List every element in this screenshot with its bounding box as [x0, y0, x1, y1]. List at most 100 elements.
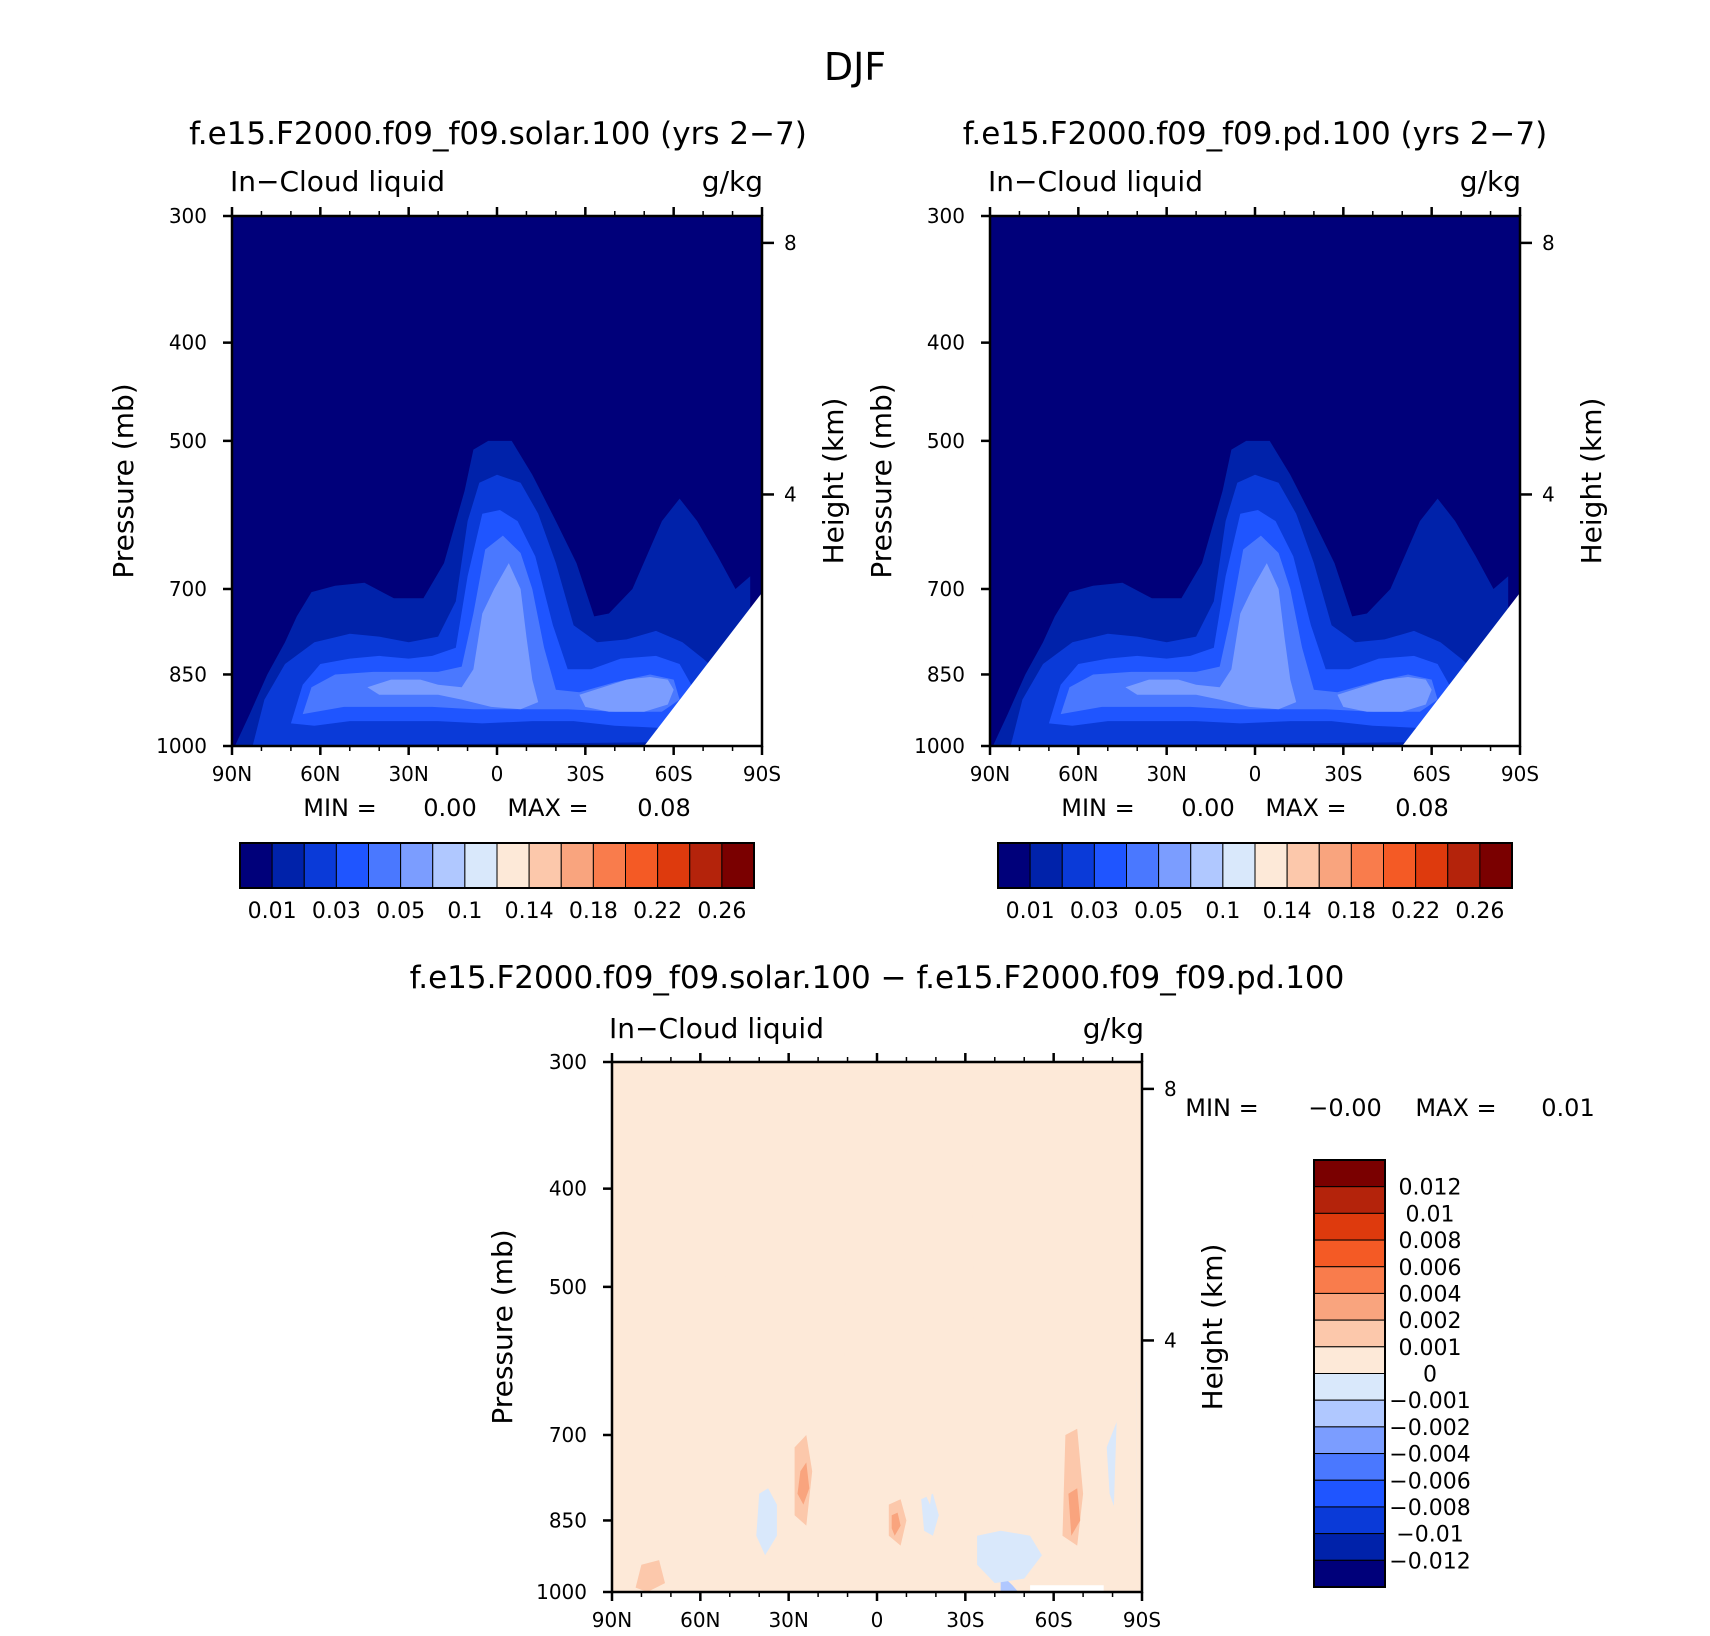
contour-region	[971, 1062, 1001, 1466]
colorbar-label: −0.001	[1389, 1389, 1470, 1414]
colorbar-box	[1313, 1239, 1386, 1268]
x-tick-label: 90N	[212, 762, 252, 786]
x-tick-label: 60S	[655, 762, 693, 786]
figure-title: DJF	[824, 45, 886, 89]
y-tick-label: 850	[169, 662, 207, 686]
x-tick-label: 60N	[1058, 762, 1098, 786]
colorbar-box	[1313, 1159, 1386, 1188]
panel-diff-plot-area: 90N 60N 30N 0 30S 60S 90S 300 400 500 700 850 1000 8 4	[536, 1050, 1177, 1632]
contour-region	[1112, 1286, 1137, 1574]
panel-pd-title: f.e15.F2000.f09_f09.pd.100 (yrs 2−7)	[963, 116, 1547, 152]
colorbar-label: −0.004	[1389, 1443, 1470, 1468]
panel-solar-left-string: In−Cloud liquid	[230, 165, 445, 198]
panel-solar-min-label: MIN =	[303, 794, 376, 822]
colorbar-box	[1286, 842, 1320, 889]
y-tick-label: 400	[927, 331, 965, 355]
y-tick-label: 1000	[156, 734, 207, 758]
y-tick-label: 1000	[536, 1580, 587, 1604]
contour-region	[891, 1512, 901, 1536]
panel-diff-ylabel-right: Height (km)	[1196, 1244, 1229, 1411]
panel-diff-title: f.e15.F2000.f09_f09.solar.100 − f.e15.F2…	[410, 960, 1345, 996]
colorbar-box	[432, 842, 466, 889]
colorbar-box	[1126, 842, 1160, 889]
colorbar-box	[1318, 842, 1352, 889]
colorbar-label: 0.008	[1399, 1229, 1462, 1254]
height-tick-label: 4	[1542, 482, 1555, 506]
colorbar-box	[1190, 842, 1224, 889]
contour-region	[1059, 1062, 1095, 1494]
x-tick-label: 90S	[1123, 1608, 1161, 1632]
panel-pd-max-value: 0.08	[1395, 794, 1448, 822]
contour-region	[614, 1062, 665, 1592]
panel-diff-colorbar: 0.0120.010.0080.0060.0040.0020.0010−0.00…	[1313, 1159, 1471, 1588]
panel-diff-max-label: MAX =	[1415, 1094, 1496, 1122]
x-tick-label: 30N	[388, 762, 428, 786]
colorbar-label: 0.26	[1455, 899, 1504, 924]
colorbar-box	[1254, 842, 1288, 889]
contour-layer	[612, 1062, 1142, 1592]
colorbar-box	[1350, 842, 1384, 889]
colorbar-box	[1313, 1559, 1386, 1588]
x-tick-label: 30S	[566, 762, 604, 786]
x-tick-label: 60S	[1413, 762, 1451, 786]
colorbar-box	[689, 842, 723, 889]
colorbar-box	[239, 842, 273, 889]
colorbar-label: 0.1	[447, 899, 482, 924]
colorbar-box	[400, 842, 434, 889]
contour-region	[977, 1530, 1042, 1584]
missing-data-region	[644, 592, 762, 746]
panel-pd-plot-area: 90N 60N 30N 0 30S 60S 90S 300 400 500 700 850 1000 8 4	[914, 204, 1555, 786]
colorbar-box	[592, 842, 626, 889]
contour-region	[635, 1560, 665, 1592]
colorbar-box	[1061, 842, 1095, 889]
x-tick-label: 30S	[1324, 762, 1362, 786]
contour-region	[756, 1488, 777, 1556]
y-tick-label: 300	[169, 204, 207, 228]
colorbar-label: −0.008	[1389, 1496, 1470, 1521]
colorbar-box	[1029, 842, 1063, 889]
x-tick-label: 0	[491, 762, 504, 786]
panel-diff-left-string: In−Cloud liquid	[609, 1012, 824, 1045]
colorbar-label: 0.006	[1399, 1256, 1462, 1281]
colorbar-label: −0.01	[1396, 1523, 1463, 1548]
y-tick-label: 400	[549, 1177, 587, 1201]
panel-solar-min-value: 0.00	[423, 794, 476, 822]
panel-diff-ylabel: Pressure (mb)	[486, 1229, 519, 1424]
colorbar-box	[1415, 842, 1449, 889]
missing-data-region	[1402, 592, 1520, 746]
contour-region	[1125, 563, 1297, 710]
colorbar-box	[1158, 842, 1192, 889]
colorbar-label: 0.05	[376, 899, 425, 924]
colorbar-label: 0.22	[633, 899, 682, 924]
colorbar-label: −0.012	[1389, 1549, 1470, 1574]
colorbar-label: −0.002	[1389, 1416, 1470, 1441]
panel-solar-ylabel-right: Height (km)	[817, 398, 850, 565]
panel-pd-min-value: 0.00	[1181, 794, 1234, 822]
contour-region	[921, 1493, 939, 1536]
colorbar-box	[1313, 1319, 1386, 1348]
contour-region	[844, 1062, 872, 1521]
panel-solar-ylabel: Pressure (mb)	[107, 383, 140, 578]
colorbar-box	[303, 842, 337, 889]
panel-pd-colorbar: 0.01 0.03 0.05 0.1 0.14 0.18 0.22 0.26	[997, 842, 1513, 924]
y-tick-label: 300	[549, 1050, 587, 1074]
y-tick-label: 700	[169, 577, 207, 601]
panel-solar-max-label: MAX =	[507, 794, 588, 822]
colorbar-label: 0.1	[1205, 899, 1240, 924]
x-tick-label: 30S	[946, 1608, 984, 1632]
panel-diff-max-value: 0.01	[1541, 1094, 1594, 1122]
colorbar-box	[1313, 1533, 1386, 1561]
panel-pd: f.e15.F2000.f09_f09.pd.100 (yrs 2−7) In−…	[865, 116, 1608, 924]
colorbar-box	[1313, 1292, 1386, 1321]
contour-region	[773, 1062, 819, 1521]
colorbar-label: −0.006	[1389, 1469, 1470, 1494]
colorbar-label: 0.18	[569, 899, 618, 924]
colorbar-label: 0.012	[1399, 1176, 1462, 1201]
x-tick-label: 0	[871, 1608, 884, 1632]
colorbar-box	[1313, 1373, 1386, 1401]
colorbar-box	[1313, 1186, 1386, 1214]
contour-layer	[232, 216, 762, 746]
y-tick-label: 850	[927, 662, 965, 686]
contour-region	[903, 1062, 948, 1505]
